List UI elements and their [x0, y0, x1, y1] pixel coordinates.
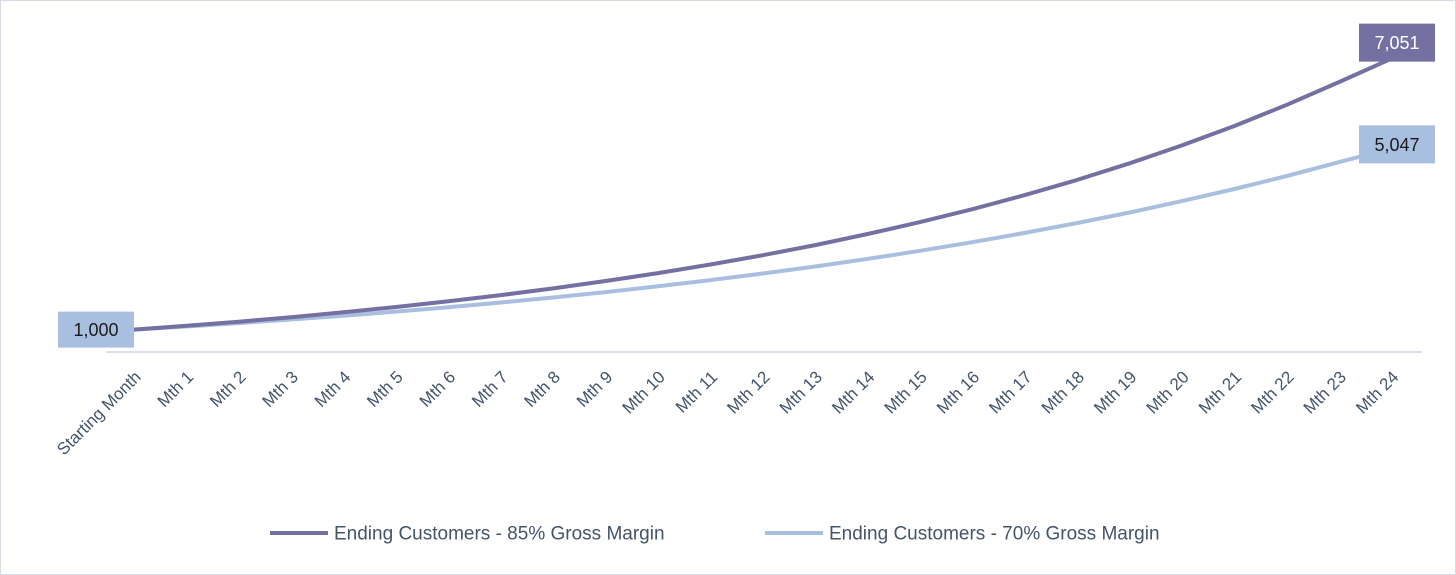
start-value-label-box: [58, 311, 134, 348]
x-tick-label: Mth 8: [521, 367, 565, 411]
x-tick-label: Mth 9: [573, 367, 617, 411]
x-tick-label: Mth 3: [259, 367, 303, 411]
start-value-label: 1,000: [58, 311, 134, 348]
x-tick-label: Mth 24: [1352, 367, 1402, 417]
x-tick-label: Mth 20: [1143, 367, 1193, 417]
series-lines: [132, 56, 1394, 332]
x-tick-label: Starting Month: [53, 367, 145, 459]
x-tick-label: Mth 4: [311, 367, 355, 411]
x-tick-label: Mth 23: [1300, 367, 1350, 417]
x-tick-label: Mth 10: [619, 367, 669, 417]
end-value-label-70-text: 5,047: [1374, 135, 1419, 155]
end-value-label-85-box: [1359, 23, 1435, 62]
legend: Ending Customers - 85% Gross Margin Endi…: [270, 524, 1160, 545]
x-tick-label: Mth 15: [881, 367, 931, 417]
x-tick-label: Mth 14: [828, 367, 878, 417]
legend-label-70: Ending Customers - 70% Gross Margin: [829, 524, 1160, 545]
x-tick-label: Mth 13: [776, 367, 826, 417]
x-tick-label: Mth 12: [723, 367, 773, 417]
data-labels: 1,000 7,051 5,047: [58, 23, 1435, 348]
end-value-label-85: 7,051: [1359, 23, 1435, 62]
x-tick-label: Mth 5: [363, 367, 407, 411]
x-tick-label: Mth 7: [468, 367, 512, 411]
x-tick-label: Mth 17: [985, 367, 1035, 417]
end-value-label-70-box: [1359, 125, 1435, 164]
end-value-label-85-text: 7,051: [1374, 33, 1419, 53]
x-tick-label: Mth 21: [1195, 367, 1245, 417]
x-tick-label: Mth 1: [154, 367, 198, 411]
x-tick-label: Mth 6: [416, 367, 460, 411]
series-line-85: [132, 56, 1394, 332]
x-tick-label: Mth 2: [206, 367, 250, 411]
x-tick-label: Mth 19: [1090, 367, 1140, 417]
legend-label-85: Ending Customers - 85% Gross Margin: [334, 524, 665, 545]
series-line-70: [132, 146, 1394, 332]
x-tick-label: Mth 16: [933, 367, 983, 417]
x-tick-label: Mth 18: [1038, 367, 1088, 417]
x-tick-label: Mth 22: [1247, 367, 1297, 417]
end-value-label-70: 5,047: [1359, 125, 1435, 164]
x-tick-label: Mth 11: [672, 367, 721, 416]
start-value-label-text: 1,000: [73, 320, 118, 340]
